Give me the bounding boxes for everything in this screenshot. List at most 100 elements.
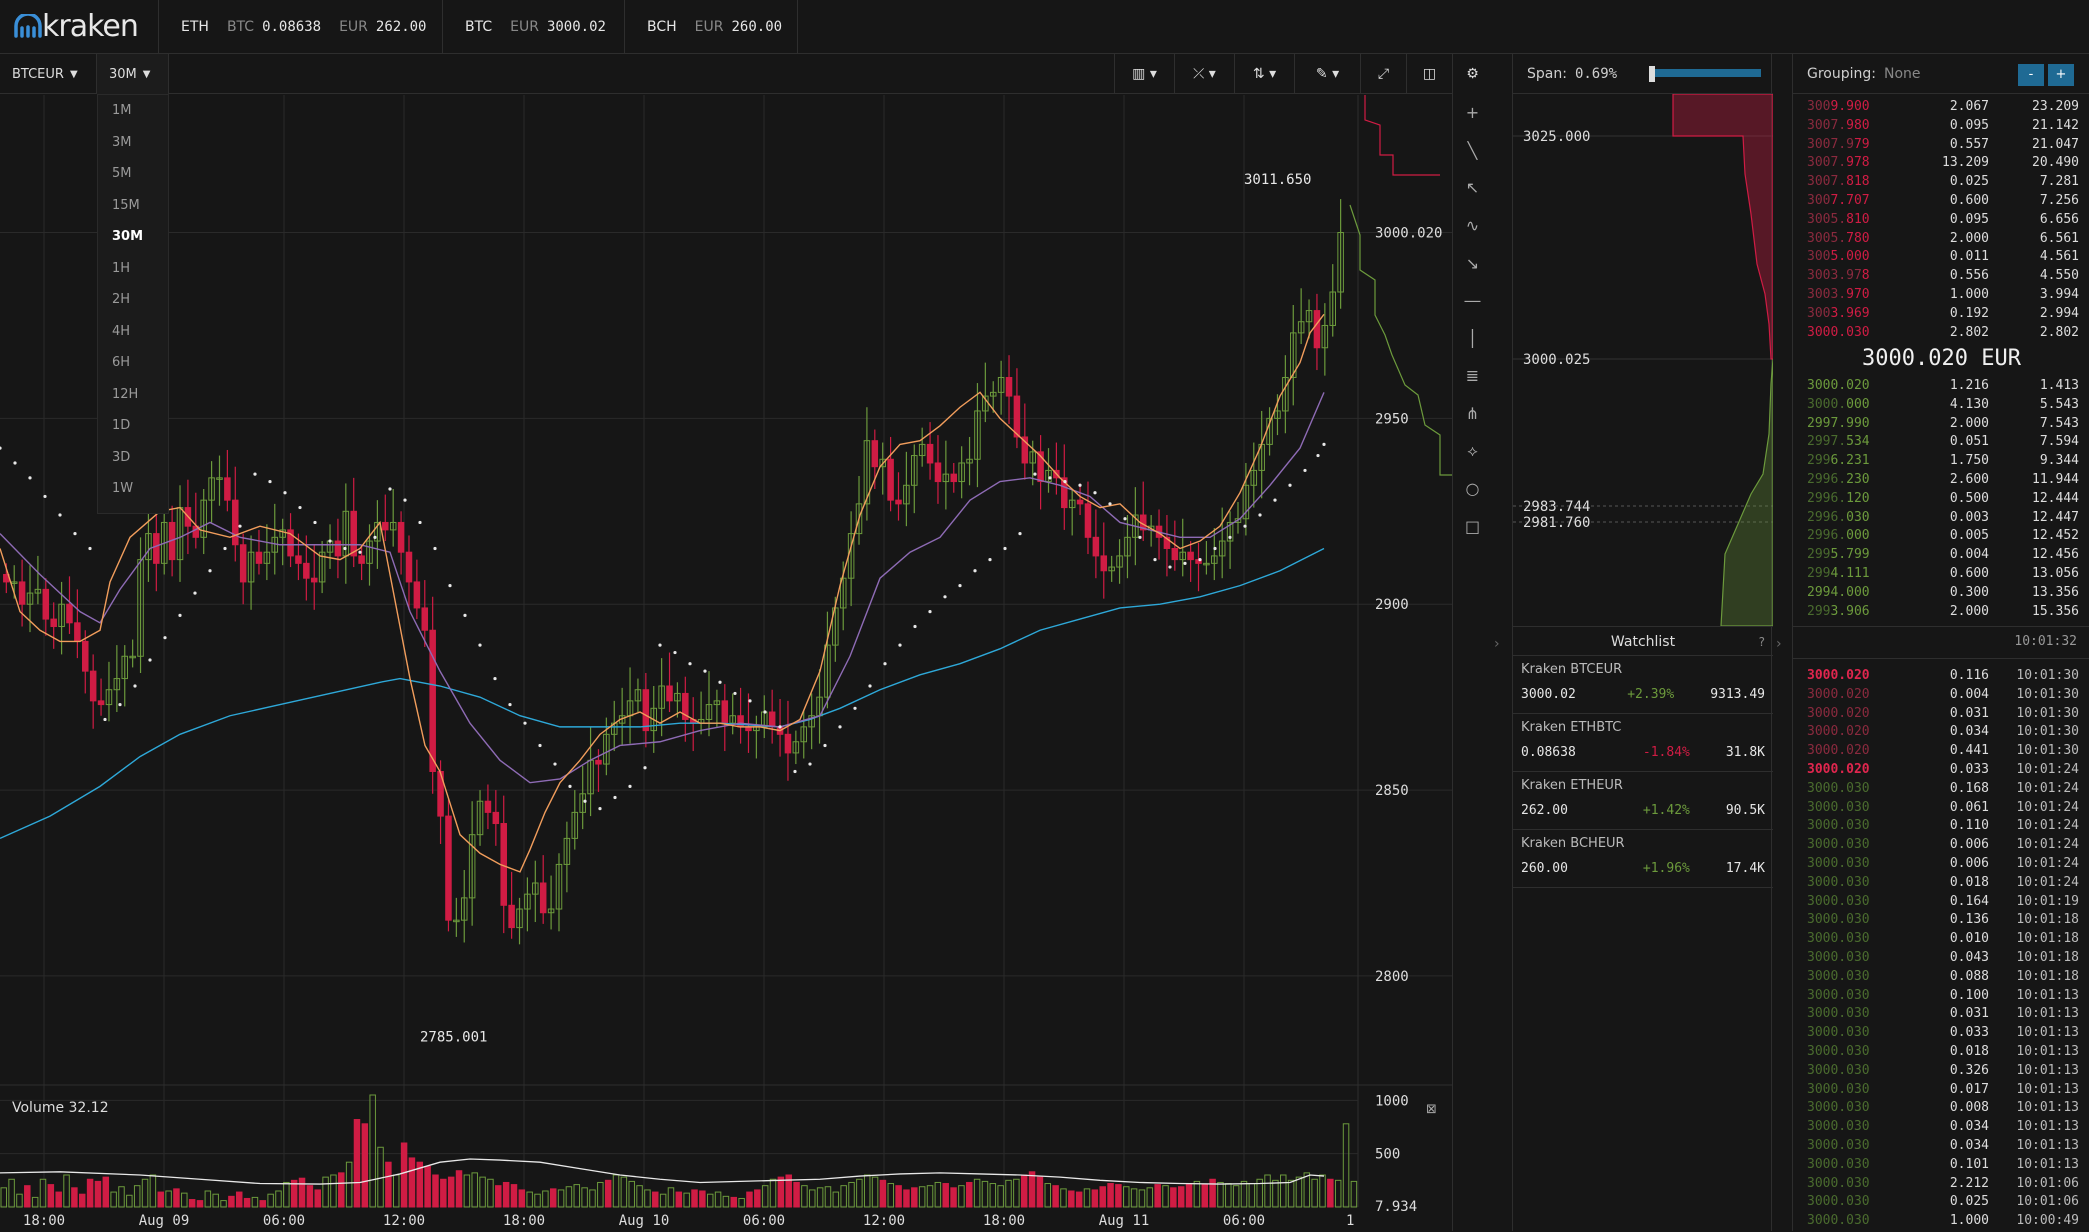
interval-option[interactable]: 1W (112, 481, 134, 496)
candle-body (792, 741, 800, 754)
volume-bar (801, 1185, 808, 1208)
trendline-icon[interactable]: ╲ (1467, 140, 1478, 160)
ticker-symbol: BCH (647, 19, 677, 35)
bid-row[interactable]: 2993.906 2.000 15.356 (1793, 604, 2089, 623)
interval-option[interactable]: 15M (112, 197, 140, 213)
candle-body (1005, 376, 1013, 397)
interval-option[interactable]: 1D (112, 418, 131, 433)
ray-icon[interactable]: ↖ (1465, 178, 1480, 198)
interval-option[interactable]: 1H (112, 260, 131, 276)
interval-option[interactable]: 30M (112, 229, 144, 244)
kraken-logo[interactable]: kraken (14, 8, 154, 44)
interval-option[interactable]: 2H (112, 292, 131, 307)
ticker-btc[interactable]: BTC EUR 3000.02 (442, 0, 624, 54)
bid-row[interactable]: 2996.230 2.600 11.944 (1793, 472, 2089, 491)
watchlist-item[interactable]: Kraken ETHEUR 262.00 +1.42% 90.5K (1513, 772, 1773, 830)
interval-option[interactable]: 3M (112, 134, 132, 150)
ask-row[interactable]: 3007.818 0.025 7.281 (1793, 174, 2089, 193)
draw-button[interactable]: ✎ ▾ (1294, 54, 1360, 94)
interval-option[interactable]: 5M (112, 166, 132, 181)
watchlist-item[interactable]: Kraken ETHBTC 0.08638 -1.84% 31.8K (1513, 714, 1773, 772)
ask-row[interactable]: 3003.978 0.556 4.550 (1793, 268, 2089, 287)
arrow-icon[interactable]: ↘ (1465, 253, 1480, 273)
ask-row[interactable]: 3005.810 0.095 6.656 (1793, 212, 2089, 231)
grouping-plus-button[interactable]: + (2048, 64, 2074, 86)
candle-body (729, 715, 736, 724)
candle-body (1179, 551, 1186, 561)
collapse-chevron-icon[interactable]: › (1494, 636, 1500, 652)
help-button[interactable]: ? (1758, 635, 1765, 649)
ask-row[interactable]: 3007.978 13.209 20.490 (1793, 155, 2089, 174)
interval-option[interactable]: 12H (112, 386, 139, 402)
vertical-line-icon[interactable]: │ (1467, 328, 1478, 348)
interval-option[interactable]: 4H (112, 323, 131, 339)
pair-select[interactable]: BTCEUR ▼ (0, 54, 97, 94)
watchlist-item[interactable]: Kraken BCHEUR 260.00 +1.96% 17.4K (1513, 830, 1773, 888)
volume-bar (118, 1186, 125, 1208)
fan-icon[interactable]: ⟡ (1467, 441, 1478, 461)
fib-icon[interactable]: ≣ (1465, 366, 1480, 386)
candle-body (1250, 469, 1258, 486)
ticker-bch[interactable]: BCH EUR 260.00 (624, 0, 798, 54)
bid-row[interactable]: 2996.120 0.500 12.444 (1793, 491, 2089, 510)
span-slider[interactable] (1649, 66, 1761, 82)
interval-option[interactable]: 1M (112, 103, 132, 118)
ask-row[interactable]: 3005.780 2.000 6.561 (1793, 231, 2089, 250)
bid-row[interactable]: 2994.000 0.300 13.356 (1793, 585, 2089, 604)
candle-body (318, 551, 326, 583)
ask-row[interactable]: 3005.000 0.011 4.561 (1793, 249, 2089, 268)
sar-dot (463, 613, 467, 617)
candle-body (366, 540, 373, 564)
watchlist-item[interactable]: Kraken BTCEUR 3000.02 +2.39% 9313.49 (1513, 656, 1773, 714)
volume-bar (973, 1178, 981, 1208)
fullscreen-button[interactable]: ⤢ (1360, 54, 1406, 94)
volume-bar (1287, 1179, 1295, 1208)
curve-icon[interactable]: ∿ (1465, 216, 1480, 236)
chart-settings-button[interactable]: ◫ (1406, 54, 1452, 94)
span-slider-handle[interactable] (1649, 66, 1655, 82)
ask-row[interactable]: 3007.980 0.095 21.142 (1793, 118, 2089, 137)
crosshair-icon[interactable]: + (1465, 103, 1480, 123)
chart-type-button[interactable]: ▥ ▾ (1114, 54, 1174, 94)
pitchfork-icon[interactable]: ⋔ (1465, 404, 1480, 424)
collapse-chevron-icon[interactable]: › (1776, 636, 1782, 652)
bid-row[interactable]: 2996.030 0.003 12.447 (1793, 510, 2089, 529)
sar-dot (73, 532, 77, 536)
close-volume-icon[interactable]: ⊠ (1426, 1102, 1437, 1117)
circle-icon[interactable]: ○ (1465, 479, 1480, 499)
bid-row[interactable]: 2994.111 0.600 13.056 (1793, 566, 2089, 585)
bid-row[interactable]: 2997.990 2.000 7.543 (1793, 416, 2089, 435)
trade-amount: 0.031 (1949, 705, 1989, 721)
ask-row[interactable]: 3003.969 0.192 2.994 (1793, 306, 2089, 325)
rectangle-icon[interactable]: □ (1464, 516, 1481, 536)
sar-dot (1153, 558, 1157, 562)
ask-row[interactable]: 3009.900 2.067 23.209 (1793, 99, 2089, 118)
ask-row[interactable]: 3003.970 1.000 3.994 (1793, 287, 2089, 306)
candle-body (1203, 562, 1210, 566)
bid-row[interactable]: 3000.020 1.216 1.413 (1793, 378, 2089, 397)
interval-option[interactable]: 3D (112, 449, 131, 465)
compare-button[interactable]: ⇅ ▾ (1234, 54, 1294, 94)
grouping-value[interactable]: None (1884, 65, 1921, 82)
ask-row[interactable]: 3007.707 0.600 7.256 (1793, 193, 2089, 212)
indicators-button[interactable]: ⤫ ▾ (1174, 54, 1234, 94)
settings-button[interactable]: ⚙ (1452, 54, 1492, 94)
volume-bar (926, 1185, 934, 1208)
interval-select[interactable]: 30M ▼ (97, 54, 169, 94)
volume-bar (1170, 1187, 1177, 1208)
volume-bar (1154, 1184, 1161, 1208)
interval-option[interactable]: 6H (112, 355, 131, 370)
bid-row[interactable]: 2997.534 0.051 7.594 (1793, 434, 2089, 453)
ticker-eth[interactable]: ETH BTC 0.08638 EUR 262.00 (158, 0, 442, 54)
bid-row[interactable]: 2995.799 0.004 12.456 (1793, 547, 2089, 566)
horizontal-line-icon[interactable]: ― (1464, 291, 1481, 311)
ask-row[interactable]: 3007.979 0.557 21.047 (1793, 137, 2089, 156)
candle-body (784, 733, 792, 754)
price-chart[interactable]: 3000.020 2950 2900 2850 2800 3011.650 2785.001… (0, 95, 1452, 1231)
bid-row[interactable]: 3000.000 4.130 5.543 (1793, 397, 2089, 416)
trade-row: 3000.030 0.101 10:01:13 (1793, 1157, 2089, 1176)
ask-row[interactable]: 3000.030 2.802 2.802 (1793, 325, 2089, 344)
grouping-minus-button[interactable]: - (2018, 64, 2044, 86)
bid-row[interactable]: 2996.000 0.005 12.452 (1793, 528, 2089, 547)
bid-row[interactable]: 2996.231 1.750 9.344 (1793, 453, 2089, 472)
